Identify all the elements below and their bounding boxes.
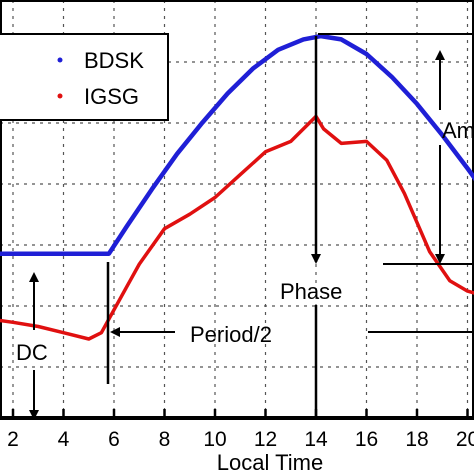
annotation-period-2: Period/2 <box>190 322 272 347</box>
x-tick-label: 4 <box>58 428 70 451</box>
legend-label-bdsk: BDSK <box>84 48 144 73</box>
x-tick-label: 8 <box>159 428 171 451</box>
annotation-am: Am <box>442 118 474 143</box>
legend-marker-igsg <box>57 93 63 99</box>
x-tick-label: 10 <box>203 428 226 451</box>
annotation-dc: DC <box>16 340 48 365</box>
legend-label-igsg: IGSG <box>84 84 139 109</box>
legend: BDSK IGSG <box>0 33 169 121</box>
x-tick-label: 14 <box>304 428 328 451</box>
x-tick-label: 20 <box>456 428 474 451</box>
plot-frame <box>0 0 474 420</box>
series-line-bdsk <box>0 33 474 256</box>
x-tick-label: 6 <box>108 428 120 451</box>
x-tick-label: 2 <box>7 428 19 451</box>
x-tick-label: 12 <box>254 428 277 451</box>
legend-box <box>0 33 169 121</box>
series-group <box>0 33 474 341</box>
legend-marker-bdsk <box>57 57 63 63</box>
x-axis-title: Local Time <box>217 450 323 474</box>
annotations: DC Period/2 Phase Am <box>16 33 474 420</box>
annotation-phase: Phase <box>280 279 342 304</box>
x-tick-label: 18 <box>405 428 428 451</box>
series-line-igsg <box>0 114 474 341</box>
x-tick-label: 16 <box>355 428 378 451</box>
x-axis-ticks: 2 4 6 8 10 12 14 16 18 20 <box>7 409 474 451</box>
